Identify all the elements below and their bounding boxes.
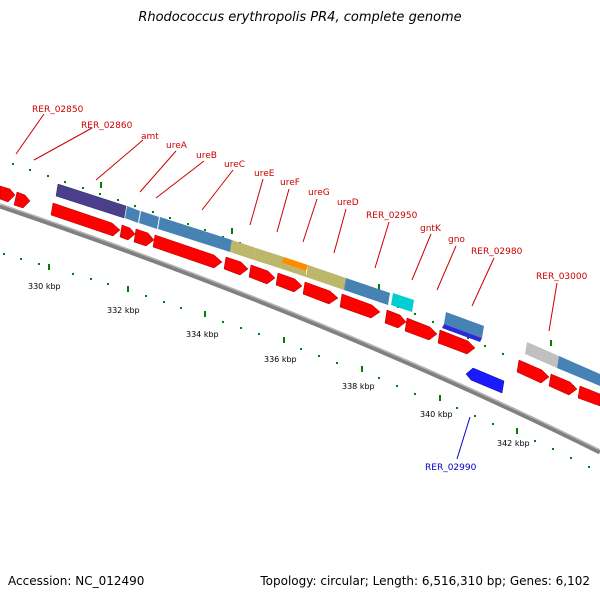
gene-label-ureF: ureF: [280, 178, 300, 188]
gene-label-ureC: ureC: [224, 160, 245, 170]
label-leaders-forward: [15, 113, 558, 332]
feature-RER_02950: [344, 278, 390, 305]
feature-RER_03000-grey: [525, 342, 559, 368]
gene-label-gno: gno: [448, 235, 465, 245]
feature-gntK: [391, 293, 414, 312]
feature-ureF: [254, 248, 284, 269]
gene-label-RER_02990: RER_02990: [425, 463, 477, 473]
cds-arrow: [302, 281, 339, 305]
feature-ureB: [139, 211, 159, 229]
cds-arrow: [223, 256, 249, 276]
feature-RER_02980-blue: [442, 324, 482, 342]
feature-track: [55, 183, 600, 386]
gene-label-RER_02860: RER_02860: [81, 121, 133, 131]
feature-ureA: [125, 206, 140, 223]
cds-arrow: [0, 185, 16, 203]
tick-342: 342 kbp: [497, 439, 530, 448]
tick-330: 330 kbp: [28, 282, 61, 291]
feature-amt: [55, 183, 127, 219]
gene-label-ureE: ureE: [254, 169, 275, 179]
tick-336: 336 kbp: [264, 355, 297, 364]
tick-334: 334 kbp: [186, 330, 219, 339]
gene-label-ureB: ureB: [196, 151, 217, 161]
cds-arrow: [248, 264, 276, 285]
label-leader-reverse: [456, 416, 471, 460]
tick-340: 340 kbp: [420, 410, 453, 419]
gene-label-RER_03000: RER_03000: [536, 272, 588, 282]
forward-cds-track: [0, 185, 600, 407]
map-title: Rhodococcus erythropolis PR4, complete g…: [138, 10, 462, 25]
gene-label-ureD: ureD: [337, 198, 359, 208]
gene-label-ureG: ureG: [308, 188, 330, 198]
cds-arrow: [339, 293, 381, 319]
gene-label-ureA: ureA: [166, 141, 188, 151]
cds-arrow: [13, 191, 31, 209]
gene-label-RER_02950: RER_02950: [366, 211, 418, 221]
cds-arrow: [133, 228, 155, 247]
feature-ureC: [158, 217, 232, 252]
genome-backbone-highlight: [0, 203, 600, 451]
genome-backbone: [0, 203, 600, 455]
tick-332: 332 kbp: [107, 306, 140, 315]
inner-dot-track: [3, 253, 590, 468]
cds-arrow: [516, 359, 550, 384]
feature-ureG: [282, 263, 306, 277]
cds-arrow: [577, 385, 600, 407]
gene-label-RER_02850: RER_02850: [32, 105, 84, 115]
gene-labels: RER_02850 RER_02860 amt ureA ureB ureC u…: [32, 105, 588, 282]
reverse-cds-arrow: [465, 367, 505, 394]
cds-arrow: [119, 224, 136, 241]
genome-summary: Topology: circular; Length: 6,516,310 bp…: [260, 574, 590, 588]
cds-arrow: [437, 329, 476, 355]
cds-arrow: [50, 202, 121, 237]
feature-RER_02980: [444, 312, 484, 338]
cds-arrow: [384, 309, 407, 329]
feature-ureG-orange: [282, 257, 308, 271]
gene-label-amt: amt: [141, 132, 159, 142]
gene-label-gntK: gntK: [420, 224, 442, 234]
gene-label-RER_02980: RER_02980: [471, 247, 523, 257]
cds-arrow: [404, 317, 438, 341]
tick-338: 338 kbp: [342, 382, 375, 391]
feature-ureE: [230, 240, 256, 260]
cds-arrow: [548, 373, 578, 396]
feature-ureD: [306, 265, 346, 290]
feature-RER_03000: [557, 356, 600, 386]
accession-label: Accession: NC_012490: [8, 574, 145, 588]
cds-arrow: [275, 272, 303, 293]
cds-arrow: [152, 234, 223, 269]
